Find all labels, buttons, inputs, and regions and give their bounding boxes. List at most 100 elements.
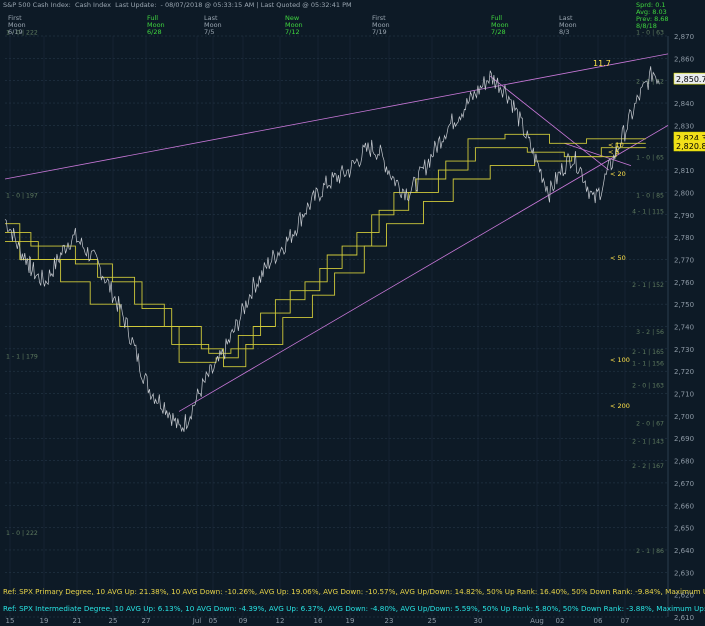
moving-average-line bbox=[5, 147, 646, 363]
moon-label: Full bbox=[147, 14, 159, 22]
y-tick-label: 2,670 bbox=[674, 480, 694, 488]
y-tick-label: 2,630 bbox=[674, 569, 694, 577]
moving-average-line bbox=[5, 142, 646, 368]
y-tick-label: 2,870 bbox=[674, 33, 694, 41]
prev-value: Prev: 8.68 bbox=[636, 15, 669, 23]
x-tick-label: 25 bbox=[109, 617, 118, 625]
annotation-label: < 20 bbox=[610, 170, 626, 178]
annotation-label: < 200 bbox=[610, 402, 630, 410]
annotation-label: < 10 bbox=[608, 141, 624, 149]
ratio-label: 3 - 2 | 56 bbox=[636, 329, 664, 336]
y-tick-label: 2,800 bbox=[674, 189, 694, 197]
moon-label: Moon bbox=[559, 21, 577, 29]
y-tick-label: 2,860 bbox=[674, 55, 694, 63]
y-tick-label: 2,720 bbox=[674, 368, 694, 376]
x-tick-label: 07 bbox=[621, 617, 630, 625]
y-tick-label: 2,830 bbox=[674, 122, 694, 130]
ratio-label: 1 - 0 | 63 bbox=[636, 30, 664, 37]
y-tick-label: 2,620 bbox=[674, 592, 694, 600]
x-tick-label: 25 bbox=[428, 617, 437, 625]
x-tick-label: 19 bbox=[40, 617, 49, 625]
moon-label: 7/28 bbox=[491, 28, 506, 36]
price-tag-bg bbox=[673, 139, 705, 152]
moon-label: Moon bbox=[204, 21, 222, 29]
moon-label: New bbox=[285, 14, 300, 22]
moon-label: 6/19 bbox=[8, 28, 23, 36]
y-tick-label: 2,680 bbox=[674, 458, 694, 466]
annotation-label: < 50 bbox=[610, 254, 626, 262]
trendline bbox=[4, 53, 669, 180]
chart-title: S&P 500 Cash Index: Cash Index Last Upda… bbox=[3, 1, 352, 9]
ratio-label: 1 - 0 | 222 bbox=[6, 530, 38, 537]
ratio-label: 2 - 1 | 152 bbox=[632, 282, 664, 289]
trendline bbox=[178, 125, 669, 412]
y-tick-label: 2,700 bbox=[674, 413, 694, 421]
ratio-label: 1 - 0 | 197 bbox=[6, 193, 38, 200]
x-tick-label: 19 bbox=[346, 617, 355, 625]
moon-label: Last bbox=[204, 14, 218, 22]
ratio-label: 2 - 0 | 67 bbox=[636, 421, 664, 428]
x-tick-label: 09 bbox=[239, 617, 248, 625]
moon-label: 6/28 bbox=[147, 28, 162, 36]
annotation-label: < 5 bbox=[608, 148, 620, 156]
y-tick-label: 2,740 bbox=[674, 324, 694, 332]
moon-label: First bbox=[8, 14, 22, 22]
spread-value: Sprd: 0.1 bbox=[636, 1, 666, 9]
x-tick-label: 23 bbox=[385, 617, 394, 625]
moon-label: Moon bbox=[8, 21, 26, 29]
ratio-label: 1 - 0 | 85 bbox=[636, 193, 664, 200]
ratio-label: 2 - 1 | 143 bbox=[632, 438, 664, 445]
y-tick-label: 2,660 bbox=[674, 502, 694, 510]
trendline bbox=[489, 75, 609, 171]
ratio-label: 2 - 2 | 167 bbox=[632, 463, 664, 470]
ratio-label: 1 - 0 | 222 bbox=[6, 30, 38, 37]
moon-label: Moon bbox=[285, 21, 303, 29]
moving-average-line bbox=[5, 133, 646, 354]
x-tick-label: 27 bbox=[142, 617, 151, 625]
last-price-tag-bg bbox=[673, 72, 705, 85]
annotation-label: 11.7 bbox=[593, 59, 611, 68]
moon-label: Moon bbox=[147, 21, 165, 29]
y-tick-label: 2,780 bbox=[674, 234, 694, 242]
avg-value: Avg: 8.03 bbox=[636, 8, 667, 16]
x-tick-label: 05 bbox=[209, 617, 218, 625]
moon-label: Moon bbox=[372, 21, 390, 29]
y-tick-label: 2,710 bbox=[674, 391, 694, 399]
x-tick-label: Jul bbox=[192, 617, 202, 625]
x-tick-label: 16 bbox=[314, 617, 323, 625]
ratio-label: 2 - 0 | 163 bbox=[632, 383, 664, 390]
moon-label: Full bbox=[491, 14, 503, 22]
annotation-label: < 100 bbox=[610, 356, 630, 364]
x-tick-label: Aug bbox=[530, 617, 544, 625]
price-tag: 2,824.3 bbox=[676, 134, 705, 143]
ratio-label: 2 - 1 | 52 bbox=[636, 79, 664, 86]
price-series bbox=[4, 66, 660, 433]
y-tick-label: 2,730 bbox=[674, 346, 694, 354]
ratio-label: 1 - 1 | 156 bbox=[632, 360, 664, 367]
y-tick-label: 2,750 bbox=[674, 301, 694, 309]
x-tick-label: 02 bbox=[556, 617, 565, 625]
date-value: 8/8/18 bbox=[636, 22, 657, 30]
moon-label: 7/12 bbox=[285, 28, 300, 36]
x-tick-label: 06 bbox=[594, 617, 603, 625]
moon-label: 7/19 bbox=[372, 28, 387, 36]
x-tick-label: 30 bbox=[474, 617, 483, 625]
y-tick-label: 2,650 bbox=[674, 525, 694, 533]
y-tick-label: 2,610 bbox=[674, 614, 694, 622]
moon-label: 7/5 bbox=[204, 28, 215, 36]
x-tick-label: 12 bbox=[276, 617, 285, 625]
moon-label: Moon bbox=[491, 21, 509, 29]
price-tag: 2,820.8 bbox=[676, 142, 705, 151]
y-tick-label: 2,770 bbox=[674, 256, 694, 264]
intermediate-degree-ref: Ref: SPX Intermediate Degree, 10 AVG Up:… bbox=[3, 604, 705, 613]
trendline bbox=[564, 142, 632, 166]
y-tick-label: 2,840 bbox=[674, 100, 694, 108]
y-tick-label: 2,760 bbox=[674, 279, 694, 287]
last-price-tag: 2,850.7 bbox=[676, 75, 705, 84]
primary-degree-ref: Ref: SPX Primary Degree, 10 AVG Up: 21.3… bbox=[3, 587, 705, 596]
moon-label: Last bbox=[559, 14, 573, 22]
ratio-label: 1 - 0 | 65 bbox=[636, 155, 664, 162]
chart-header: S&P 500 Cash Index: Cash Index Last Upda… bbox=[0, 0, 705, 36]
